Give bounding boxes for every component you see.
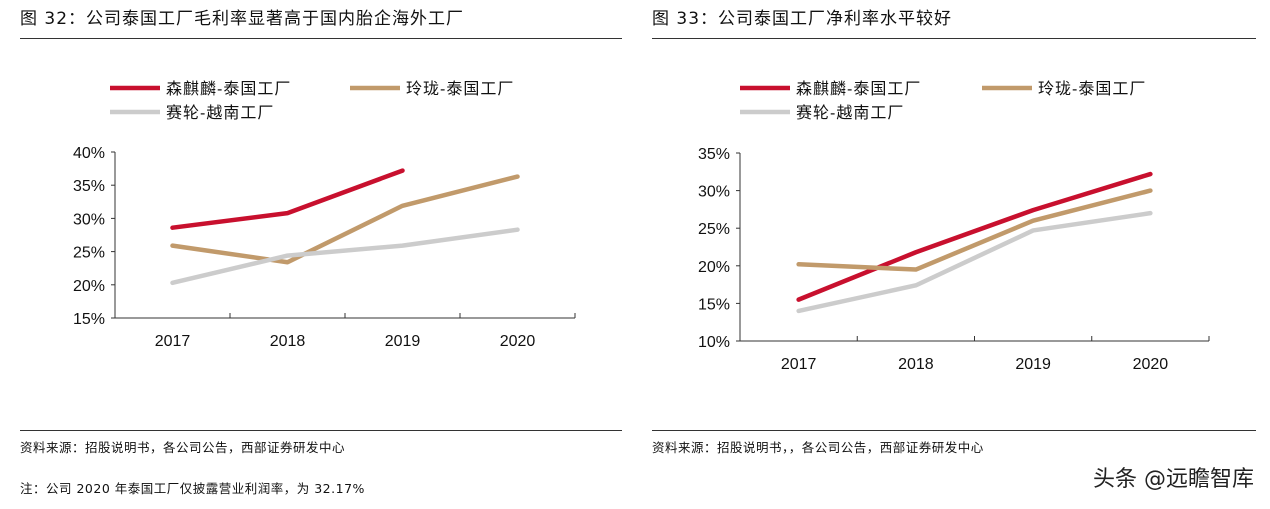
- y-tick-label: 25%: [698, 221, 730, 238]
- legend-label: 森麒麟-泰国工厂: [796, 80, 921, 98]
- series-line-2: [796, 210, 1153, 314]
- legend-label: 玲珑-泰国工厂: [406, 80, 514, 98]
- x-tick-label: 2018: [898, 356, 934, 373]
- legend-label: 赛轮-越南工厂: [166, 103, 274, 122]
- y-tick-label: 30%: [73, 211, 105, 228]
- x-tick-label: 2017: [155, 333, 191, 350]
- y-tick-label: 10%: [698, 334, 730, 351]
- y-tick-label: 15%: [73, 311, 105, 328]
- footnote: 注：公司 2020 年泰国工厂仅披露营业利润率，为 32.17%: [20, 481, 365, 496]
- legend-label: 玲珑-泰国工厂: [1038, 80, 1146, 98]
- divider: [20, 38, 622, 39]
- watermark: 头条 @远瞻智库: [1093, 467, 1254, 492]
- legend-label: 森麒麟-泰国工厂: [166, 80, 291, 98]
- source-note: 资料来源：招股说明书，，各公司公告，西部证券研发中心: [652, 440, 984, 455]
- y-tick-label: 35%: [73, 178, 105, 195]
- divider: [20, 430, 622, 431]
- divider: [652, 38, 1256, 39]
- source-note: 资料来源：招股说明书，各公司公告，西部证券研发中心: [20, 440, 346, 455]
- chart-title: 图 32：公司泰国工厂毛利率显著高于国内胎企海外工厂: [20, 9, 465, 29]
- line-chart-gross-margin: 40% 35% 30% 25% 20% 15% 2017 2018 2019 2020 森麒麟-泰国…: [73, 80, 576, 350]
- series-line-2: [170, 227, 520, 286]
- y-tick-label: 35%: [698, 146, 730, 163]
- chart-panel-33: 图 33：公司泰国工厂净利率水平较好 35% 30% 25% 20% 15% 10% 201…: [652, 0, 1256, 509]
- x-tick-label: 2020: [1133, 356, 1169, 373]
- y-tick-label: 15%: [698, 296, 730, 313]
- series-line-0: [170, 168, 405, 230]
- y-tick-label: 40%: [73, 145, 105, 162]
- series-line-1: [170, 174, 520, 265]
- x-tick-label: 2018: [270, 333, 306, 350]
- line-chart-net-margin: 35% 30% 25% 20% 15% 10% 2017 2018 2019 2020 森麒麟-泰国…: [698, 80, 1210, 373]
- x-tick-label: 2019: [385, 333, 421, 350]
- x-tick-label: 2017: [781, 356, 817, 373]
- y-tick-label: 25%: [73, 245, 105, 262]
- series-line-0: [796, 171, 1153, 302]
- y-tick-label: 20%: [698, 259, 730, 276]
- y-tick-label: 20%: [73, 278, 105, 295]
- series-line-1: [796, 188, 1153, 272]
- legend-label: 赛轮-越南工厂: [796, 103, 904, 122]
- chart-title: 图 33：公司泰国工厂净利率水平较好: [652, 9, 953, 29]
- chart-panel-32: 图 32：公司泰国工厂毛利率显著高于国内胎企海外工厂 40% 35% 30% 25% 2…: [20, 0, 622, 509]
- y-tick-label: 30%: [698, 184, 730, 201]
- divider: [652, 430, 1256, 431]
- x-tick-label: 2020: [500, 333, 536, 350]
- x-tick-label: 2019: [1015, 356, 1051, 373]
